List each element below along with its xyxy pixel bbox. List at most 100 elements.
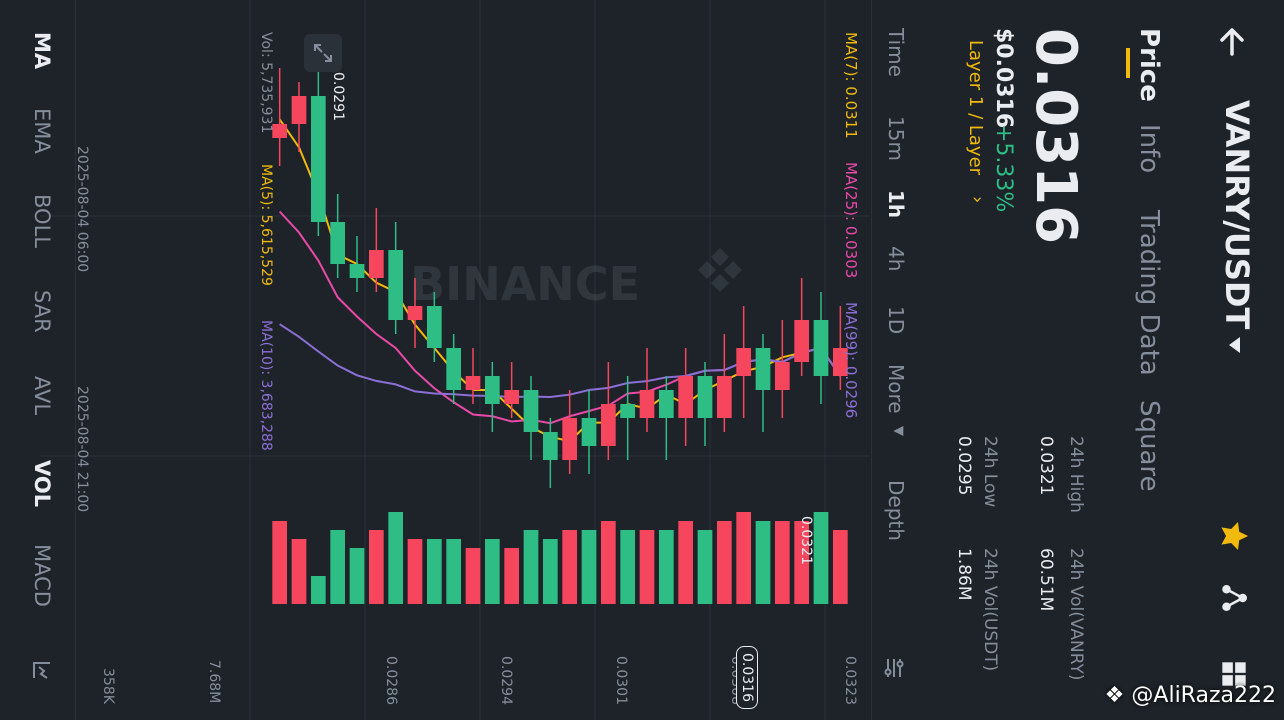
- candle-body: [388, 250, 404, 320]
- candle-body: [310, 96, 326, 222]
- candles-group: [272, 68, 848, 604]
- current-price-tag: 0.0316: [736, 646, 758, 709]
- volume-bar: [330, 530, 346, 604]
- indicator-ma[interactable]: MA: [30, 32, 54, 70]
- candle-body: [832, 348, 848, 376]
- pair-title[interactable]: VANRY/USDT: [1218, 100, 1256, 330]
- price-axis-label: 0.0294: [498, 656, 514, 705]
- volume-bar: [697, 530, 713, 604]
- volume-bar: [755, 521, 771, 604]
- indicator-settings-icon[interactable]: [26, 654, 58, 686]
- ma25-label: MA(25): 0.0303: [842, 162, 860, 279]
- stat-24h-high-label: 24h High: [1066, 436, 1086, 513]
- timeframe-1d[interactable]: 1D: [884, 306, 908, 335]
- stat-24h-vol-vanry-value: 60.51M: [1036, 548, 1056, 612]
- volume-axis-max: 7.68M: [206, 660, 222, 704]
- timeframe-divider: [871, 0, 872, 720]
- candle-body: [697, 376, 713, 418]
- binance-watermark: BINANCE: [410, 248, 742, 311]
- volume-bar: [465, 548, 481, 604]
- category-chevron-icon[interactable]: ›: [967, 196, 988, 204]
- volume-bar: [832, 530, 848, 604]
- price-axis-label: 0.0286: [383, 656, 399, 705]
- price-change: +5.33%: [991, 124, 1016, 213]
- volume-bar: [504, 548, 520, 604]
- candle-body: [368, 250, 384, 278]
- candle-body: [407, 306, 423, 320]
- candle-body: [794, 320, 810, 362]
- tab-square[interactable]: Square: [1134, 400, 1164, 492]
- candle-body: [755, 348, 771, 390]
- candle-body: [716, 376, 732, 418]
- indicator-sar[interactable]: SAR: [30, 290, 54, 333]
- back-arrow-icon[interactable]: [1210, 20, 1254, 64]
- volume-bar: [542, 539, 558, 604]
- volume-bar: [368, 530, 384, 604]
- volume-bar: [678, 521, 694, 604]
- ma7-label: MA(7): 0.0311: [842, 32, 860, 139]
- indicator-vol[interactable]: VOL: [30, 460, 54, 508]
- more-dropdown-icon[interactable]: ▼: [891, 426, 906, 436]
- chart-low-label: 0.0291: [330, 72, 346, 121]
- time-axis-label: 2025-08-04 21:00: [74, 386, 90, 513]
- candle-body: [620, 404, 636, 418]
- volume-bar: [600, 521, 616, 604]
- price-axis-label: 0.0301: [613, 656, 629, 705]
- credit-text: @AliRaza222: [1131, 683, 1276, 708]
- indicator-macd[interactable]: MACD: [30, 544, 54, 607]
- grid-menu-icon[interactable]: [1214, 654, 1254, 694]
- candle-body: [658, 390, 674, 418]
- bottom-bar-divider: [75, 0, 76, 720]
- favorite-star-icon[interactable]: [1214, 516, 1254, 556]
- credit-watermark: ❖ @AliRaza222: [1105, 683, 1276, 708]
- chart-settings-icon[interactable]: [878, 652, 910, 684]
- indicator-boll[interactable]: BOLL: [30, 194, 54, 248]
- timeframe-more[interactable]: More: [884, 364, 908, 414]
- candle-body: [446, 348, 462, 390]
- volume-bar: [794, 521, 810, 604]
- stat-24h-high-value: 0.0321: [1036, 436, 1056, 496]
- volume-bar: [736, 512, 752, 604]
- tab-info[interactable]: Info: [1134, 124, 1164, 174]
- timeframe-4h[interactable]: 4h: [884, 246, 908, 272]
- stat-24h-vol-usdt-value: 1.86M: [954, 548, 974, 601]
- stat-24h-vol-vanry-label: 24h Vol(VANRY): [1066, 548, 1086, 681]
- tab-trading-data[interactable]: Trading Data: [1134, 210, 1164, 376]
- vol-ma10-label: MA(10): 3,683,288: [258, 320, 274, 451]
- volume-bar: [407, 539, 423, 604]
- volume-bar: [484, 539, 500, 604]
- timeframe-depth[interactable]: Depth: [884, 480, 908, 541]
- indicator-avl[interactable]: AVL: [30, 376, 54, 416]
- volume-bar: [310, 576, 326, 604]
- pair-dropdown-icon[interactable]: [1222, 332, 1248, 358]
- volume-bar: [620, 530, 636, 604]
- volume-bar: [562, 530, 578, 604]
- candle-body: [736, 348, 752, 376]
- volume-bar: [716, 521, 732, 604]
- candle-body: [272, 124, 288, 138]
- stat-24h-vol-usdt-label: 24h Vol(USDT): [980, 548, 1000, 672]
- candle-body: [639, 390, 655, 418]
- volume-bar: [349, 548, 365, 604]
- candlestick-chart[interactable]: BINANCE: [0, 0, 870, 720]
- category-tag[interactable]: Layer 1 / Layer: [965, 40, 986, 176]
- tab-price[interactable]: Price: [1134, 28, 1164, 102]
- volume-bar: [523, 530, 539, 604]
- timeframe-15m[interactable]: 15m: [884, 116, 908, 161]
- vol-label: Vol: 5,735,931: [258, 32, 274, 134]
- candle-body: [484, 376, 500, 404]
- volume-bar: [388, 512, 404, 604]
- timeframe-1h[interactable]: 1h: [884, 190, 908, 219]
- volume-bar: [639, 530, 655, 604]
- svg-text:BINANCE: BINANCE: [410, 257, 640, 311]
- fullscreen-expand-icon[interactable]: [304, 34, 342, 72]
- volume-bar: [658, 530, 674, 604]
- ma-line: [278, 210, 842, 425]
- volume-bar: [813, 512, 829, 604]
- volume-bar: [446, 539, 462, 604]
- timeframe-time[interactable]: Time: [884, 28, 908, 77]
- volume-axis-min: 358K: [100, 668, 116, 704]
- indicator-ema[interactable]: EMA: [30, 108, 54, 154]
- candle-body: [349, 264, 365, 278]
- share-icon[interactable]: [1214, 578, 1254, 618]
